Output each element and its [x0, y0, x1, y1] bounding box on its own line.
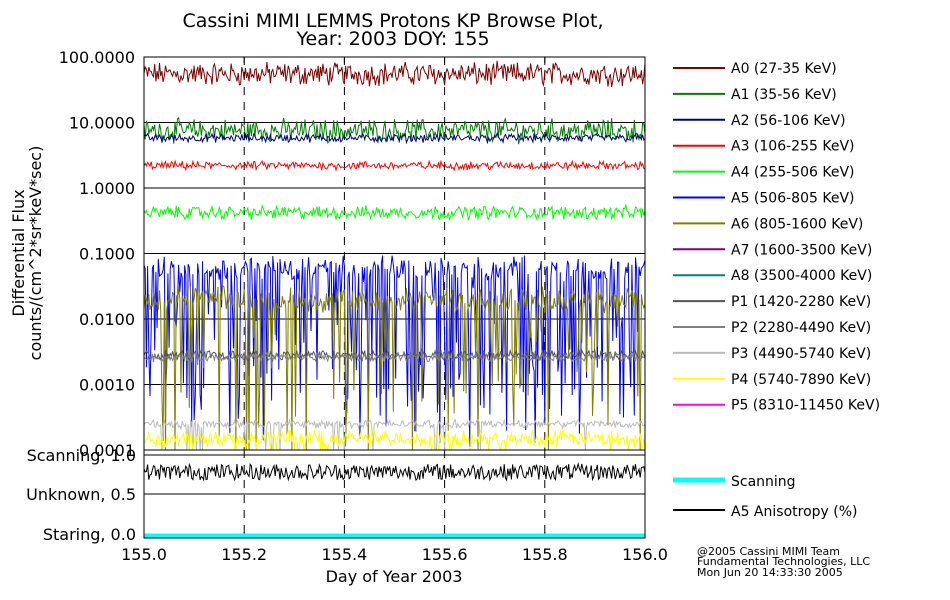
- series-line: [143, 418, 646, 451]
- legend-label: A2 (56-106 KeV): [731, 113, 846, 129]
- y-tick-labels: 100.0000 10.0000 1.0000 0.1000 0.0100 0.0010 0…: [59, 48, 135, 460]
- footer-timestamp: Mon Jun 20 14:33:30 2005: [697, 566, 843, 579]
- legend-label: A7 (1600-3500 KeV): [731, 242, 872, 258]
- legend-label: P4 (5740-7890 KeV): [731, 372, 871, 388]
- legend-label: A8 (3500-4000 KeV): [731, 268, 872, 284]
- series-line: [143, 255, 646, 448]
- series-line: [143, 159, 646, 172]
- x-tick-label: 156.0: [622, 545, 668, 564]
- footer-company: Fundamental Technologies, LLC: [697, 555, 870, 568]
- legend-label: A5 (506-805 KeV): [731, 191, 854, 207]
- lower-label-scanning: Scanning, 1.0: [27, 446, 136, 465]
- legend: A0 (27-35 KeV) A1 (35-56 KeV) A2 (56-106 K…: [673, 61, 880, 414]
- x-tick-labels: 155.0 155.2 155.4 155.6 155.8 156.0: [121, 545, 668, 564]
- legend-label: P2 (2280-4490 KeV): [731, 320, 871, 336]
- lower-label-staring: Staring, 0.0: [43, 525, 136, 544]
- upper-series: [143, 60, 646, 451]
- lower-plot-frame: [143, 449, 646, 539]
- chart-title-line2: Year: 2003 DOY: 155: [295, 28, 489, 50]
- y-tick-label: 0.1000: [79, 245, 135, 264]
- anisotropy-line: [143, 462, 646, 482]
- y-axis-title-line1: Differential Flux: [9, 189, 28, 316]
- legend-label: P5 (8310-11450 KeV): [731, 398, 880, 414]
- series-line: [143, 116, 646, 145]
- series-line: [143, 428, 646, 451]
- x-tick-label: 155.0: [121, 545, 167, 564]
- legend-label: A1 (35-56 KeV): [731, 87, 837, 103]
- legend-label: A6 (805-1600 KeV): [731, 216, 863, 232]
- x-tick-label: 155.8: [522, 545, 568, 564]
- legend-label: A0 (27-35 KeV): [731, 61, 837, 77]
- footer-copyright: @2005 Cassini MIMI Team: [697, 545, 840, 558]
- y-tick-label: 10.0000: [69, 114, 135, 133]
- chart-title-line1: Cassini MIMI LEMMS Protons KP Browse Plo…: [182, 10, 603, 32]
- series-line: [143, 60, 646, 87]
- y-tick-label: 1.0000: [79, 179, 135, 198]
- series-line: [143, 203, 646, 222]
- y-tick-label: 0.0001: [79, 441, 135, 460]
- x-tick-label: 155.4: [321, 545, 367, 564]
- legend-label: P1 (1420-2280 KeV): [731, 294, 871, 310]
- lower-legend: Scanning A5 Anisotropy (%): [673, 474, 858, 520]
- x-axis-title: Day of Year 2003: [326, 567, 463, 586]
- y-tick-label: 0.0010: [79, 376, 135, 395]
- lower-series: [143, 462, 646, 539]
- legend-label: Scanning: [731, 474, 796, 490]
- y-tick-label: 100.0000: [59, 48, 135, 67]
- x-tick-label: 155.6: [422, 545, 468, 564]
- legend-label: P3 (4490-5740 KeV): [731, 346, 871, 362]
- legend-label: A3 (106-255 KeV): [731, 139, 854, 155]
- y-axis-title-line2: counts/(cm^2*sr*keV*sec): [26, 146, 45, 361]
- lower-label-unknown: Unknown, 0.5: [26, 485, 136, 504]
- series-line: [143, 284, 646, 451]
- lower-grid: [143, 450, 646, 539]
- series-line: [143, 351, 646, 364]
- y-tick-label: 0.0100: [79, 310, 135, 329]
- x-tick-label: 155.2: [221, 545, 267, 564]
- legend-label: A4 (255-506 KeV): [731, 165, 854, 181]
- legend-label: A5 Anisotropy (%): [731, 504, 858, 520]
- series-line: [143, 131, 646, 145]
